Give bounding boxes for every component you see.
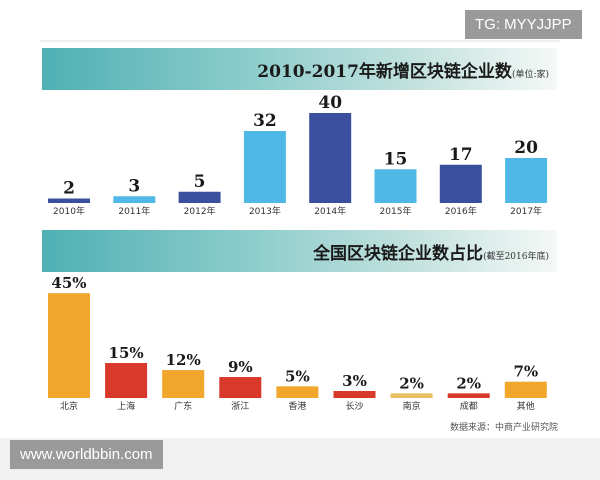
- chart2-category-label-5: 长沙: [345, 400, 363, 412]
- chart1-data-label-1: 3: [128, 176, 140, 196]
- chart1-data-label-3: 32: [253, 111, 277, 131]
- chart1-data-label-7: 20: [514, 138, 538, 158]
- chart1-title: 2010-2017年新增区块链企业数: [257, 62, 512, 82]
- chart2-category-label-8: 其他: [517, 400, 535, 412]
- chart2-bar-3: [219, 377, 262, 398]
- source-note: 数据来源：中商产业研究院: [449, 423, 558, 433]
- chart2-data-label-6: 2%: [399, 374, 424, 392]
- chart1-data-label-2: 5: [194, 172, 206, 192]
- chart2-title: 全国区块链企业数占比: [313, 244, 484, 264]
- chart1-category-label-2: 2012年: [184, 205, 216, 217]
- chart2-category-label-1: 上海: [117, 400, 135, 412]
- chart2-category-label-7: 成都: [460, 400, 478, 412]
- chart2-bar-6: [390, 393, 433, 398]
- chart2-data-label-7: 2%: [456, 374, 481, 392]
- chart2-data-label-0: 45%: [51, 274, 86, 292]
- chart1-bar-7: [505, 158, 548, 203]
- chart1-data-label-6: 17: [449, 145, 473, 165]
- chart2-data-label-3: 9%: [228, 358, 253, 376]
- chart2-bar-8: [504, 381, 547, 398]
- chart1-banner: 2010-2017年新增区块链企业数(单位:家): [42, 48, 557, 90]
- chart1-category-label-0: 2010年: [53, 205, 85, 217]
- chart1-subtitle: (单位:家): [511, 70, 549, 80]
- chart2-data-label-1: 15%: [109, 344, 144, 362]
- chart2-category-label-0: 北京: [60, 400, 78, 412]
- chart2-bar-4: [276, 386, 319, 398]
- chart1-bar-3: [243, 131, 286, 203]
- chart2-category-label-2: 广东: [174, 400, 192, 412]
- chart2-data-label-8: 7%: [513, 363, 538, 381]
- chart2-category-label-6: 南京: [403, 400, 421, 412]
- watermark-top: TG: MYYJJPP: [465, 10, 582, 39]
- chart1-data-label-5: 15: [384, 149, 408, 169]
- watermark-bottom: www.worldbbin.com: [10, 440, 163, 469]
- chart1-category-label-7: 2017年: [510, 205, 542, 217]
- chart2-category-label-3: 浙江: [231, 400, 249, 412]
- chart2-bar-5: [333, 391, 376, 398]
- chart1-category-label-1: 2011年: [118, 205, 150, 217]
- chart1-category-label-5: 2015年: [380, 205, 412, 217]
- chart1-bar-1: [113, 196, 156, 203]
- chart2-bar-2: [162, 370, 205, 398]
- chart2-bar-0: [48, 293, 90, 398]
- chart2-data-label-2: 12%: [166, 351, 201, 369]
- chart1-bar-2: [178, 191, 221, 203]
- chart2-subtitle: (截至2016年底): [483, 252, 549, 262]
- chart2-category-label-4: 香港: [288, 400, 306, 412]
- chart1-bar-5: [374, 169, 417, 203]
- chart2-bar-7: [447, 393, 490, 398]
- chart1-category-label-3: 2013年: [249, 205, 281, 217]
- chart1-bar-4: [309, 113, 352, 203]
- chart2-data-label-5: 3%: [342, 372, 367, 390]
- chart1-category-label-6: 2016年: [445, 205, 477, 217]
- chart1-data-label-4: 40: [318, 93, 342, 113]
- chart1-bar-6: [439, 164, 482, 203]
- chart2-bar-1: [105, 363, 148, 398]
- chart1-data-label-0: 2: [63, 179, 75, 199]
- chart2-data-label-4: 5%: [285, 367, 310, 385]
- chart1-category-label-4: 2014年: [314, 205, 346, 217]
- chart2-banner: 全国区块链企业数占比(截至2016年底): [42, 230, 557, 272]
- chart1-bar-0: [48, 198, 90, 203]
